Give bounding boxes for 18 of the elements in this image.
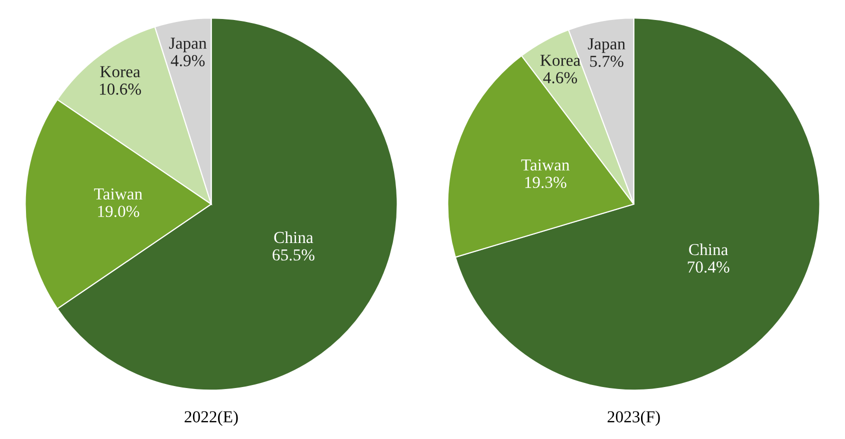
data-label: 4.9% <box>170 55 205 66</box>
slice-label: Japan <box>588 38 626 53</box>
data-label: 5.7% <box>590 56 624 67</box>
slice-label: China <box>274 231 314 244</box>
slice-label: Taiwan <box>94 188 142 200</box>
slice-label: Korea <box>100 66 140 78</box>
data-label: 65.5% <box>272 249 314 261</box>
slice-label: China <box>689 243 728 256</box>
data-label: 4.6% <box>543 72 578 84</box>
data-label: 10.6% <box>100 83 141 95</box>
data-label: 19.3% <box>525 176 566 188</box>
text: 2023(F) <box>608 410 660 426</box>
text: 2022(E) <box>184 410 238 426</box>
slice-label: Taiwan <box>521 159 570 171</box>
slice-label: Korea <box>540 54 580 66</box>
slice-label: Japan <box>169 38 207 52</box>
data-label: 19.0% <box>98 206 140 218</box>
data-label: 70.4% <box>688 261 730 273</box>
